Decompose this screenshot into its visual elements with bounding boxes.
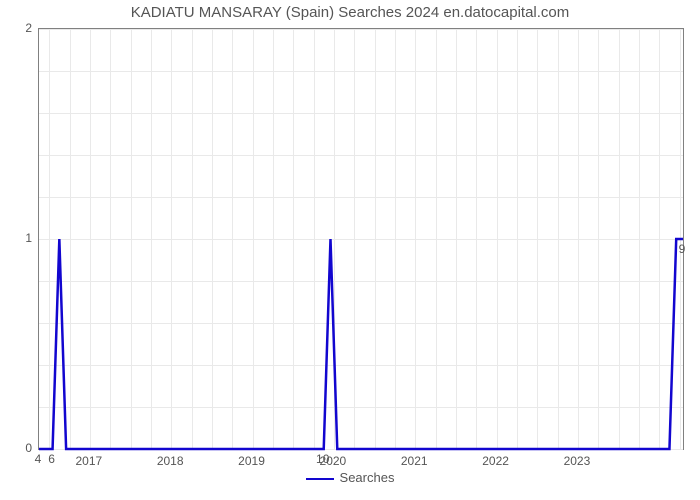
point-label: 6 — [48, 452, 55, 466]
chart-title: KADIATU MANSARAY (Spain) Searches 2024 e… — [0, 4, 700, 21]
x-tick-label: 2021 — [401, 454, 428, 468]
x-tick-label: 2023 — [564, 454, 591, 468]
point-label: 10 — [316, 452, 329, 466]
x-tick-label: 2019 — [238, 454, 265, 468]
search-chart: KADIATU MANSARAY (Spain) Searches 2024 e… — [0, 0, 700, 500]
point-label: 9 — [679, 242, 686, 256]
x-tick-label: 2018 — [157, 454, 184, 468]
legend-label: Searches — [340, 470, 395, 485]
plot-area — [38, 28, 684, 450]
x-tick-label: 2017 — [75, 454, 102, 468]
y-tick-label: 0 — [16, 441, 32, 455]
series-line — [39, 29, 683, 449]
point-label: 4 — [35, 452, 42, 466]
legend: Searches — [0, 470, 700, 485]
y-tick-label: 1 — [16, 231, 32, 245]
x-tick-label: 2022 — [482, 454, 509, 468]
y-tick-label: 2 — [16, 21, 32, 35]
legend-line-icon — [306, 478, 334, 480]
